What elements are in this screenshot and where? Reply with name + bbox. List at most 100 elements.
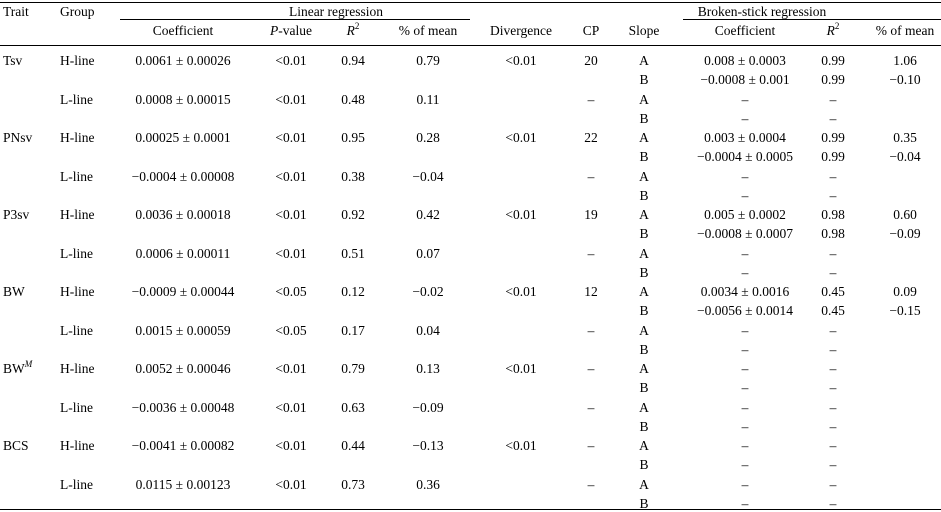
slope-cell: B [639,496,649,511]
p-value-cell: <0.01 [275,207,307,222]
r2-cell: 0.79 [341,361,365,376]
slope-cell: B [639,149,649,164]
bs-r2-cell: – [829,246,837,261]
cp-cell: – [587,361,595,376]
coefficient-cell: −0.0036 ± 0.00048 [131,400,235,415]
divergence-cell: <0.01 [505,438,537,453]
slope-cell: B [639,111,649,126]
coefficient-cell: 0.0061 ± 0.00026 [135,53,231,68]
trait-cell: Tsv [3,53,23,68]
r2-cell: 0.63 [341,400,365,415]
p-value-cell: <0.01 [275,169,307,184]
group-cell: L-line [60,477,93,492]
bs-r2-cell: 0.45 [821,284,845,299]
slope-cell: A [639,323,649,338]
bs-coefficient-cell: – [741,438,749,453]
coefficient-cell: −0.0004 ± 0.00008 [131,169,235,184]
bs-r2-cell: 0.99 [821,149,845,164]
pct-of-mean-cell: 0.07 [416,246,440,261]
pct-of-mean-cell: −0.13 [412,438,444,453]
header-linear-regression: Linear regression [288,4,384,19]
bs-coefficient-cell: −0.0056 ± 0.0014 [696,303,794,318]
slope-cell: A [639,207,649,222]
trait-cell: P3sv [3,207,30,222]
r-letter: R [346,23,355,38]
p-value-cell: <0.01 [275,438,307,453]
bs-coefficient-cell: – [741,496,749,511]
pct-of-mean-cell: 0.11 [416,92,440,107]
bs-coefficient-cell: – [741,477,749,492]
coefficient-cell: 0.0052 ± 0.00046 [135,361,231,376]
coefficient-cell: 0.00025 ± 0.0001 [135,130,231,145]
bs-coefficient-cell: 0.008 ± 0.0003 [704,53,786,68]
slope-cell: B [639,265,649,280]
pct-of-mean-cell: 0.13 [416,361,440,376]
r2-cell: 0.73 [341,477,365,492]
pct-of-mean-cell: −0.04 [412,169,444,184]
bs-pct-of-mean-cell: 0.09 [893,284,917,299]
bs-r2-cell: 0.45 [821,303,845,318]
pct-of-mean-cell: 0.04 [416,323,440,338]
slope-cell: A [639,438,649,453]
cp-cell: – [587,400,595,415]
p-value-cell: <0.01 [275,400,307,415]
group-cell: L-line [60,92,93,107]
slope-cell: A [639,130,649,145]
slope-cell: B [639,342,649,357]
coefficient-cell: 0.0008 ± 0.00015 [135,92,231,107]
r2-cell: 0.12 [341,284,365,299]
bs-coefficient-cell: – [741,342,749,357]
divergence-cell: <0.01 [505,284,537,299]
cp-cell: 20 [584,53,598,68]
bs-r2-cell: 0.99 [821,72,845,87]
p-value-cell: <0.01 [275,130,307,145]
cp-cell: – [587,246,595,261]
bs-r2-cell: 0.98 [821,226,845,241]
cp-cell: 22 [584,130,598,145]
header-slope: Slope [628,23,660,38]
slope-cell: B [639,72,649,87]
trait-cell: BCS [3,438,29,453]
cp-cell: 12 [584,284,598,299]
header-trait: Trait [3,4,29,19]
p-value-cell: <0.01 [275,477,307,492]
trait-cell: PNsv [3,130,33,145]
r2-cell: 0.92 [341,207,365,222]
pct-of-mean-cell: −0.09 [412,400,444,415]
bs-r2-cell: 0.99 [821,130,845,145]
bs-coefficient-cell: – [741,380,749,395]
p-value-cell: <0.01 [275,53,307,68]
p-value-cell: <0.01 [275,246,307,261]
bottom-rule [0,509,941,510]
bs-r-exp: 2 [834,21,840,31]
bs-coefficient-cell: – [741,188,749,203]
coefficient-cell: 0.0006 ± 0.00011 [135,246,231,261]
slope-cell: B [639,457,649,472]
bs-r2-cell: – [829,419,837,434]
bs-coefficient-cell: – [741,111,749,126]
header-broken-stick-regression: Broken-stick regression [697,4,827,19]
cp-cell: – [587,477,595,492]
header-rule [0,45,941,46]
group-cell: L-line [60,169,93,184]
slope-cell: B [639,380,649,395]
divergence-cell: <0.01 [505,207,537,222]
slope-cell: A [639,477,649,492]
bs-coefficient-cell: 0.003 ± 0.0004 [704,130,786,145]
trait-superscript: M [24,359,33,369]
bs-coefficient-cell: – [741,92,749,107]
bs-coefficient-cell: 0.0034 ± 0.0016 [700,284,790,299]
pct-of-mean-cell: 0.79 [416,53,440,68]
bs-r2-cell: – [829,169,837,184]
group-cell: H-line [60,207,95,222]
group-cell: L-line [60,323,93,338]
bs-coefficient-cell: −0.0004 ± 0.0005 [696,149,794,164]
header-coefficient: Coefficient [152,23,214,38]
slope-cell: B [639,188,649,203]
header-bs-coefficient: Coefficient [714,23,776,38]
header-divergence: Divergence [490,23,552,38]
pct-of-mean-cell: −0.02 [412,284,444,299]
group-cell: H-line [60,438,95,453]
bs-coefficient-cell: – [741,246,749,261]
pct-of-mean-cell: 0.42 [416,207,440,222]
